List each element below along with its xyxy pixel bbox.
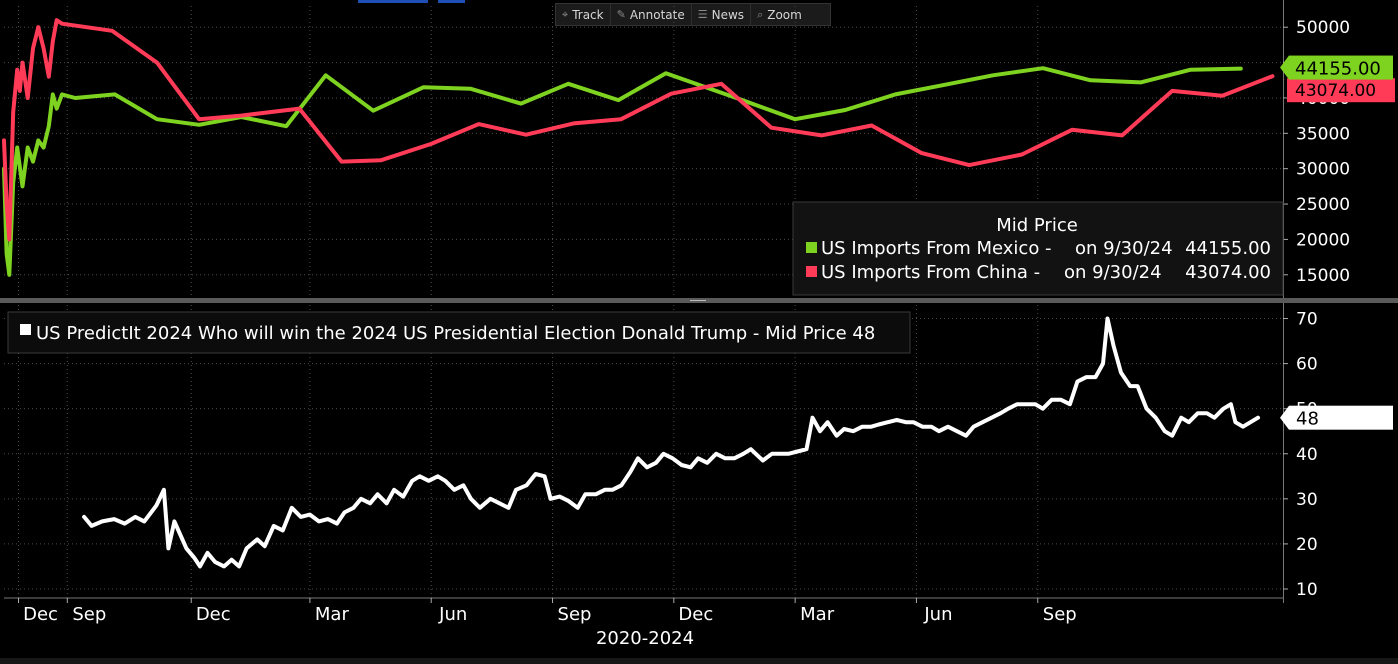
series-china-line xyxy=(2,18,1275,242)
ytick-label-bottom: 40 xyxy=(1296,445,1318,465)
ytick-label-bottom: 30 xyxy=(1296,490,1318,510)
ytick-label-bottom: 10 xyxy=(1296,580,1318,600)
xtick-label: Mar xyxy=(800,604,835,625)
ytick-label-top: 35000 xyxy=(1296,124,1350,144)
legend-date-mexico: on 9/30/24 xyxy=(1075,238,1173,259)
xtick-label: Dec xyxy=(678,604,713,625)
legend-label-trump: US PredictIt 2024 Who will win the 2024 … xyxy=(36,323,875,344)
news-label: News xyxy=(711,7,745,22)
ytick-label-bottom: 20 xyxy=(1296,535,1318,555)
track-label: Track xyxy=(572,7,604,22)
legend-label-mexico: US Imports From Mexico - xyxy=(821,238,1052,259)
xtick-label: Sep xyxy=(1043,604,1077,625)
xtick-label: Dec xyxy=(23,604,58,625)
annotate-button[interactable]: ✎ Annotate xyxy=(611,4,692,25)
legend-swatch-mexico xyxy=(806,242,817,253)
x-range-label: 2020-2024 xyxy=(596,628,694,649)
xtick-label: Sep xyxy=(558,604,592,625)
annotate-label: Annotate xyxy=(629,7,685,22)
zoom-icon: ⌕ xyxy=(757,7,764,21)
xtick-label: Dec xyxy=(196,604,231,625)
mexico-tag-pointer xyxy=(1280,55,1289,80)
legend-title: Mid Price xyxy=(996,215,1078,236)
trump-last-value: 48 xyxy=(1296,409,1319,430)
trump-last-tag xyxy=(1289,405,1393,430)
xtick-label: Jun xyxy=(438,604,467,625)
ytick-label-bottom: 60 xyxy=(1296,355,1318,375)
ytick-label-top: 30000 xyxy=(1296,160,1350,180)
legend-bottom-box xyxy=(7,311,911,354)
legend-label-china: US Imports From China - xyxy=(821,262,1040,283)
ytick-label-bottom: 70 xyxy=(1296,310,1318,330)
ytick-label-top: 20000 xyxy=(1296,230,1350,250)
tab-indicator-right[interactable] xyxy=(438,0,465,3)
news-icon: ☰ xyxy=(697,8,708,21)
legend-swatch-china xyxy=(806,266,817,277)
zoom-button[interactable]: ⌕ Zoom xyxy=(751,4,808,25)
legend-box xyxy=(792,201,1284,296)
legend-value-mexico: 44155.00 xyxy=(1185,238,1271,259)
trump-tag-pointer xyxy=(1280,405,1289,430)
xtick-label: Sep xyxy=(72,604,106,625)
xtick-label: Jun xyxy=(923,604,952,625)
series-mexico-line xyxy=(2,66,1243,277)
tab-indicator-left[interactable] xyxy=(358,0,428,3)
bottom-edge xyxy=(0,658,1398,664)
xtick-label: Mar xyxy=(315,604,350,625)
track-button[interactable]: ⌖ Track xyxy=(556,4,611,25)
news-button[interactable]: ☰ News xyxy=(692,4,752,25)
ytick-label-top: 50000 xyxy=(1296,18,1350,38)
chart-toolbar: ⌖ Track ✎ Annotate ☰ News ⌕ Zoom xyxy=(555,3,831,26)
pencil-icon: ✎ xyxy=(616,8,626,21)
ytick-label-top: 15000 xyxy=(1296,266,1350,286)
china-last-tag xyxy=(1287,78,1395,103)
zoom-label: Zoom xyxy=(767,7,802,22)
ytick-label-top: 25000 xyxy=(1296,195,1350,215)
legend-value-china: 43074.00 xyxy=(1185,262,1271,283)
mexico-last-tag xyxy=(1289,55,1393,80)
legend-bottom: US PredictIt 2024 Who will win the 2024 … xyxy=(7,311,911,354)
crosshair-icon: ⌖ xyxy=(562,7,569,21)
mexico-last-value: 44155.00 xyxy=(1295,59,1381,80)
series-trump-line xyxy=(82,316,1260,569)
china-last-value: 43074.00 xyxy=(1295,81,1376,101)
legend-swatch-trump xyxy=(20,324,31,335)
legend-date-china: on 9/30/24 xyxy=(1064,262,1162,283)
